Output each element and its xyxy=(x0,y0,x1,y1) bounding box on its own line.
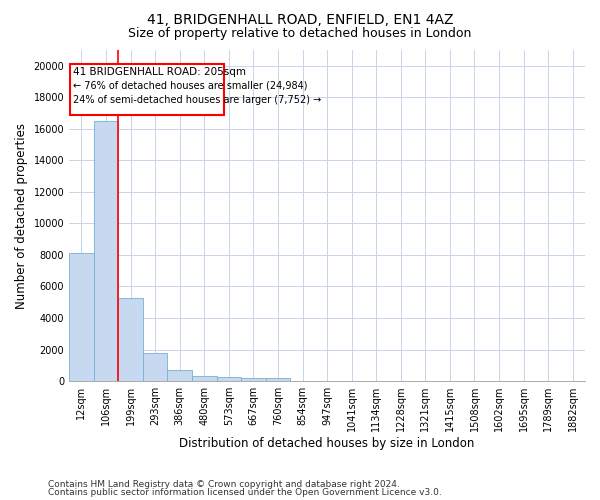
Bar xyxy=(241,378,266,381)
Y-axis label: Number of detached properties: Number of detached properties xyxy=(15,122,28,308)
Text: 41 BRIDGENHALL ROAD: 205sqm: 41 BRIDGENHALL ROAD: 205sqm xyxy=(73,66,245,76)
Bar xyxy=(217,377,241,381)
Bar xyxy=(266,378,290,381)
Bar xyxy=(94,121,118,381)
Text: ← 76% of detached houses are smaller (24,984): ← 76% of detached houses are smaller (24… xyxy=(73,81,307,91)
Text: Contains HM Land Registry data © Crown copyright and database right 2024.: Contains HM Land Registry data © Crown c… xyxy=(48,480,400,489)
X-axis label: Distribution of detached houses by size in London: Distribution of detached houses by size … xyxy=(179,437,475,450)
Bar xyxy=(167,370,192,381)
Bar xyxy=(192,376,217,381)
Bar xyxy=(143,354,167,381)
Text: Size of property relative to detached houses in London: Size of property relative to detached ho… xyxy=(128,28,472,40)
Text: Contains public sector information licensed under the Open Government Licence v3: Contains public sector information licen… xyxy=(48,488,442,497)
Bar xyxy=(69,254,94,381)
Text: 24% of semi-detached houses are larger (7,752) →: 24% of semi-detached houses are larger (… xyxy=(73,96,321,106)
Bar xyxy=(70,64,224,114)
Text: 41, BRIDGENHALL ROAD, ENFIELD, EN1 4AZ: 41, BRIDGENHALL ROAD, ENFIELD, EN1 4AZ xyxy=(147,12,453,26)
Bar xyxy=(118,298,143,381)
